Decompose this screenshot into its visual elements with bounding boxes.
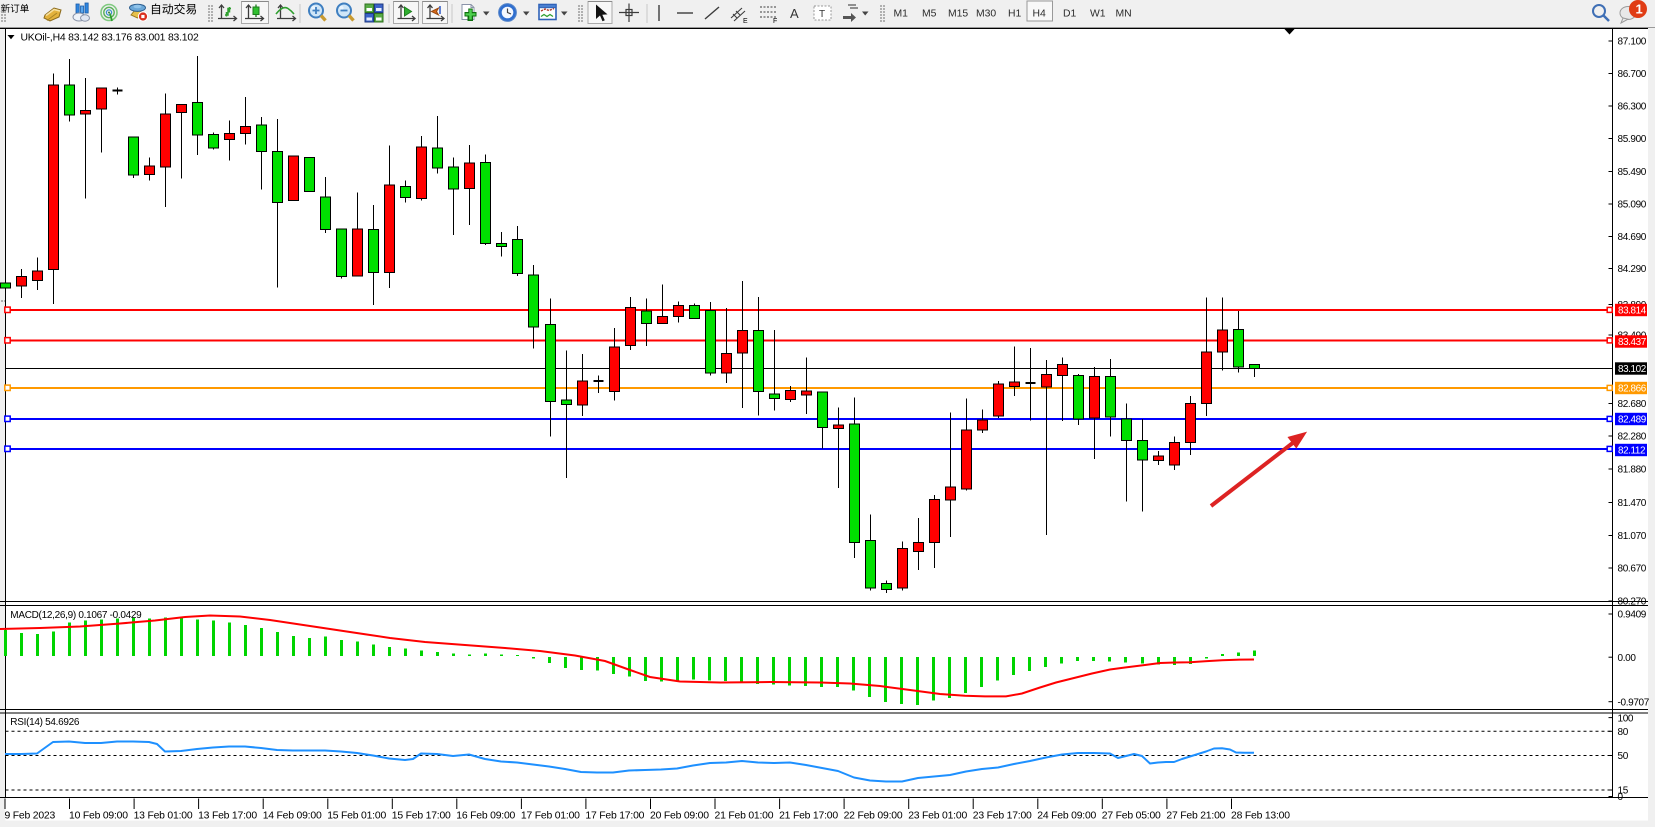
svg-text:84.690: 84.690 bbox=[1618, 232, 1647, 243]
svg-text:MN: MN bbox=[1116, 9, 1132, 20]
svg-text:15 Feb 01:00: 15 Feb 01:00 bbox=[327, 810, 386, 821]
svg-text:84.290: 84.290 bbox=[1618, 264, 1647, 275]
svg-text:9 Feb 2023: 9 Feb 2023 bbox=[5, 810, 56, 821]
svg-text:0.9409: 0.9409 bbox=[1618, 610, 1647, 621]
svg-text:D1: D1 bbox=[1063, 9, 1077, 20]
svg-text:M30: M30 bbox=[976, 9, 996, 20]
svg-text:82.489: 82.489 bbox=[1618, 415, 1647, 426]
svg-text:F: F bbox=[773, 18, 777, 25]
svg-text:87.100: 87.100 bbox=[1618, 37, 1647, 48]
svg-text:T: T bbox=[819, 9, 825, 20]
svg-text:86.700: 86.700 bbox=[1618, 69, 1647, 80]
svg-text:83.102: 83.102 bbox=[1618, 364, 1646, 375]
svg-text:M1: M1 bbox=[894, 9, 909, 20]
svg-text:15 Feb 17:00: 15 Feb 17:00 bbox=[392, 810, 451, 821]
svg-text:21 Feb 17:00: 21 Feb 17:00 bbox=[779, 810, 838, 821]
svg-text:1: 1 bbox=[1636, 2, 1643, 17]
svg-text:0: 0 bbox=[1618, 792, 1624, 803]
svg-text:20 Feb 09:00: 20 Feb 09:00 bbox=[650, 810, 709, 821]
svg-text:82.866: 82.866 bbox=[1618, 384, 1647, 395]
svg-text:24 Feb 09:00: 24 Feb 09:00 bbox=[1037, 810, 1096, 821]
svg-text:83.437: 83.437 bbox=[1618, 337, 1646, 348]
svg-text:H4: H4 bbox=[1033, 9, 1047, 20]
svg-text:W1: W1 bbox=[1090, 9, 1106, 20]
svg-text:21 Feb 01:00: 21 Feb 01:00 bbox=[715, 810, 774, 821]
svg-text:17 Feb 01:00: 17 Feb 01:00 bbox=[521, 810, 580, 821]
svg-text:13 Feb 17:00: 13 Feb 17:00 bbox=[198, 810, 257, 821]
svg-text:16 Feb 09:00: 16 Feb 09:00 bbox=[456, 810, 515, 821]
svg-text:50: 50 bbox=[1618, 751, 1629, 762]
svg-text:10 Feb 09:00: 10 Feb 09:00 bbox=[69, 810, 128, 821]
svg-text:13 Feb 01:00: 13 Feb 01:00 bbox=[134, 810, 193, 821]
svg-text:0.00: 0.00 bbox=[1618, 653, 1637, 664]
svg-text:MACD(12,26,9) 0.1067 -0.0429: MACD(12,26,9) 0.1067 -0.0429 bbox=[10, 610, 142, 621]
svg-text:-0.9707: -0.9707 bbox=[1618, 697, 1650, 708]
svg-text:81.470: 81.470 bbox=[1618, 498, 1647, 509]
svg-text:80: 80 bbox=[1618, 727, 1629, 738]
svg-text:28 Feb 13:00: 28 Feb 13:00 bbox=[1231, 810, 1290, 821]
svg-text:86.300: 86.300 bbox=[1618, 102, 1647, 113]
svg-text:15: 15 bbox=[1618, 786, 1629, 797]
svg-text:85.490: 85.490 bbox=[1618, 167, 1647, 178]
svg-text:M15: M15 bbox=[948, 9, 968, 20]
svg-text:80.670: 80.670 bbox=[1618, 564, 1647, 575]
svg-text:85.900: 85.900 bbox=[1618, 134, 1647, 145]
svg-text:H1: H1 bbox=[1008, 9, 1022, 20]
svg-text:M5: M5 bbox=[922, 9, 937, 20]
svg-text:23 Feb 17:00: 23 Feb 17:00 bbox=[973, 810, 1032, 821]
svg-text:82.280: 82.280 bbox=[1618, 432, 1647, 443]
svg-text:81.880: 81.880 bbox=[1618, 465, 1647, 476]
svg-text:22 Feb 09:00: 22 Feb 09:00 bbox=[844, 810, 903, 821]
svg-text:UKOil-,H4 83.142 83.176 83.00: UKOil-,H4 83.142 83.176 83.001 83.102 bbox=[21, 32, 199, 43]
svg-text:82.112: 82.112 bbox=[1618, 446, 1645, 457]
svg-text:RSI(14) 54.6926: RSI(14) 54.6926 bbox=[10, 717, 80, 728]
svg-text:E: E bbox=[743, 18, 748, 25]
svg-text:85.090: 85.090 bbox=[1618, 200, 1647, 211]
svg-text:80.270: 80.270 bbox=[1618, 597, 1647, 608]
svg-text:100: 100 bbox=[1618, 713, 1634, 724]
svg-text:A: A bbox=[790, 6, 799, 21]
svg-text:27 Feb 05:00: 27 Feb 05:00 bbox=[1102, 810, 1161, 821]
svg-text:17 Feb 17:00: 17 Feb 17:00 bbox=[585, 810, 644, 821]
svg-text:23 Feb 01:00: 23 Feb 01:00 bbox=[908, 810, 967, 821]
svg-text:27 Feb 21:00: 27 Feb 21:00 bbox=[1166, 810, 1225, 821]
svg-text:14 Feb 09:00: 14 Feb 09:00 bbox=[263, 810, 322, 821]
svg-text:83.814: 83.814 bbox=[1618, 306, 1647, 317]
svg-text:81.070: 81.070 bbox=[1618, 531, 1647, 542]
svg-text:82.680: 82.680 bbox=[1618, 399, 1647, 410]
